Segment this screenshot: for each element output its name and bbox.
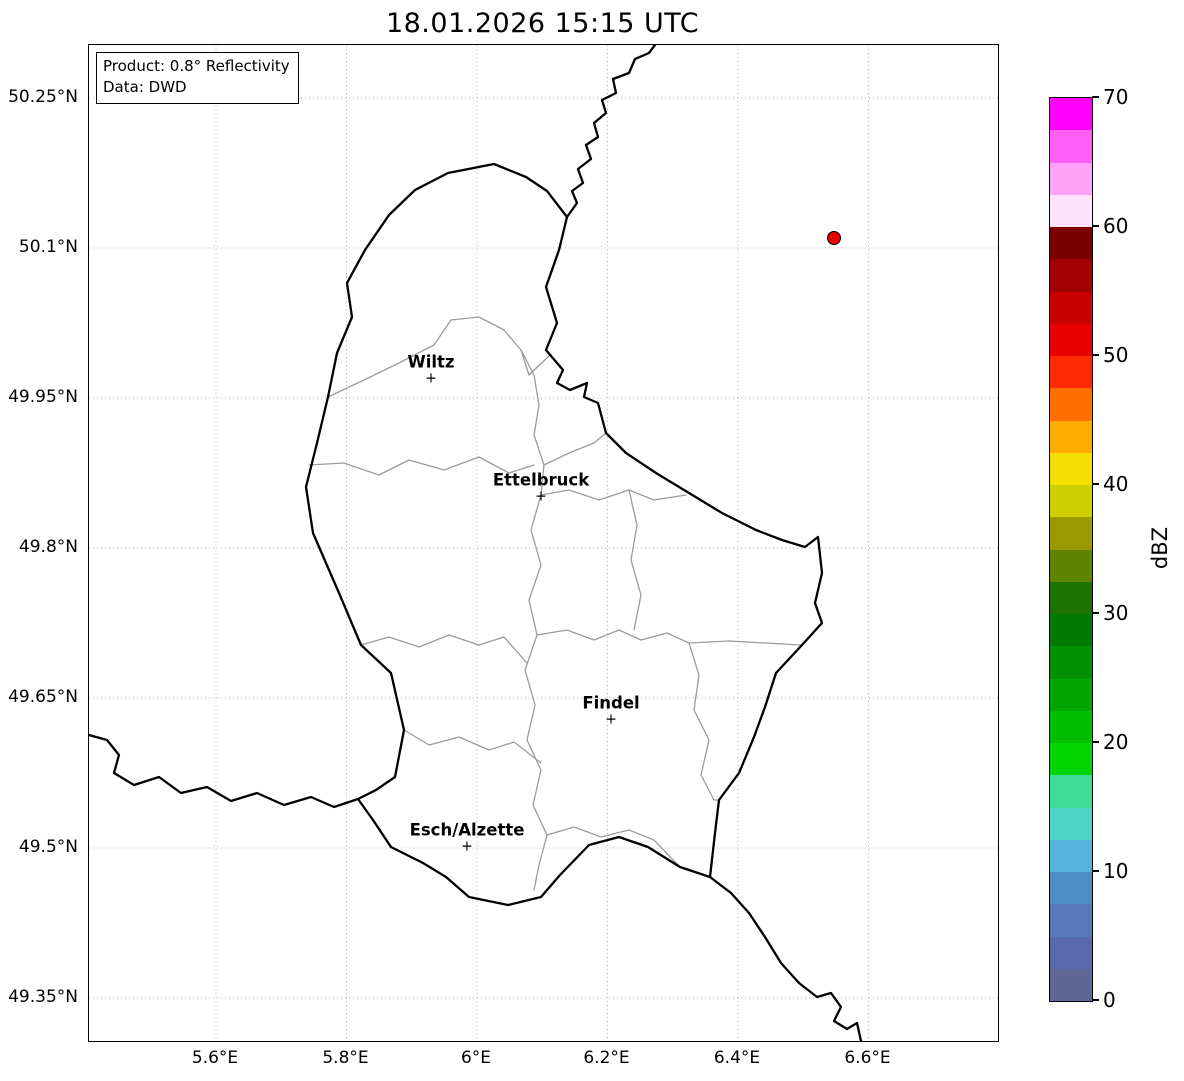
canton-border: [403, 729, 542, 764]
colorbar-band: [1050, 420, 1092, 453]
colorbar-tick-label: 70: [1103, 85, 1129, 109]
colorbar-band: [1050, 581, 1092, 614]
colorbar-band: [1050, 710, 1092, 743]
colorbar-tick-mark: [1092, 612, 1099, 614]
canton-border: [327, 316, 551, 398]
city-marker: +: [535, 488, 547, 505]
colorbar-band: [1050, 678, 1092, 711]
map-plot: + Wiltz + Ettelbruck + Findel + Esch/Alzette Pr…: [88, 44, 999, 1042]
colorbar-band: [1050, 549, 1092, 582]
point-markers: [827, 231, 841, 245]
colorbar-tick-mark: [1092, 483, 1099, 485]
x-tick-label: 6.2°E: [583, 1048, 630, 1068]
product-line: Product: 0.8° Reflectivity: [103, 57, 290, 75]
colorbar-band: [1050, 839, 1092, 872]
colorbar-band: [1050, 227, 1092, 260]
colorbar-tick-label: 0: [1103, 988, 1116, 1012]
colorbar-tick-mark: [1092, 96, 1099, 98]
colorbar-band: [1050, 98, 1092, 131]
colorbar-band: [1050, 743, 1092, 776]
colorbar-band: [1050, 452, 1092, 485]
y-tick-label: 49.35°N: [8, 987, 78, 1007]
colorbar-band: [1050, 194, 1092, 227]
colorbar-tick-label: 60: [1103, 214, 1129, 238]
city-label: Findel: [582, 693, 640, 713]
borders: [89, 45, 863, 1041]
canton-border: [546, 826, 681, 868]
colorbar-band: [1050, 775, 1092, 808]
city-marker: +: [461, 838, 473, 855]
colorbar-band: [1050, 485, 1092, 518]
y-tick-label: 50.25°N: [8, 87, 78, 107]
data-source-line: Data: DWD: [103, 78, 187, 97]
colorbar-band: [1050, 614, 1092, 647]
colorbar-tick-mark: [1092, 225, 1099, 227]
colorbar-unit-label: dBZ: [1148, 526, 1172, 570]
canton-border: [536, 629, 801, 646]
x-tick-label: 5.8°E: [322, 1048, 369, 1068]
canton-border: [628, 489, 642, 631]
y-tick-label: 49.65°N: [8, 687, 78, 707]
y-tick-label: 49.8°N: [18, 537, 78, 557]
belgium-germany-border: [565, 45, 657, 219]
colorbar-band: [1050, 872, 1092, 905]
colorbar-band: [1050, 517, 1092, 550]
canton-border: [543, 432, 607, 466]
radar-site-marker: [827, 231, 841, 245]
colorbar-band: [1050, 388, 1092, 421]
canton-border: [360, 634, 528, 664]
colorbar-tick-mark: [1092, 354, 1099, 356]
france-germany-moselle-border: [708, 875, 863, 1041]
canton-border: [308, 456, 535, 476]
colorbar-tick-mark: [1092, 999, 1099, 1001]
y-tick-label: 49.95°N: [8, 387, 78, 407]
y-tick-label: 50.1°N: [18, 237, 78, 257]
colorbar-band: [1050, 323, 1092, 356]
canton-borders: [308, 316, 801, 891]
colorbar-band: [1050, 356, 1092, 389]
colorbar-band: [1050, 646, 1092, 679]
city-label: Esch/Alzette: [409, 820, 525, 840]
colorbar-tick-mark: [1092, 741, 1099, 743]
x-tick-label: 6.4°E: [713, 1048, 761, 1068]
colorbar-tick-label: 20: [1103, 730, 1129, 754]
colorbar-band: [1050, 130, 1092, 163]
colorbar-band: [1050, 259, 1092, 292]
x-tick-label: 6°E: [460, 1048, 492, 1068]
colorbar-tick-label: 50: [1103, 343, 1129, 367]
x-tick-label: 5.6°E: [191, 1048, 239, 1068]
city-label: Ettelbruck: [492, 470, 590, 490]
y-tick-label: 49.5°N: [18, 837, 78, 857]
canton-border: [688, 642, 720, 801]
canton-border: [540, 489, 687, 501]
colorbar-band: [1050, 904, 1092, 937]
city-label: Wiltz: [407, 352, 455, 372]
france-belgium-border: [89, 733, 360, 809]
colorbar-tick-label: 10: [1103, 859, 1129, 883]
colorbar: [1049, 97, 1093, 1002]
colorbar-tick-label: 40: [1103, 472, 1129, 496]
colorbar-tick-label: 30: [1103, 601, 1129, 625]
figure-title: 18.01.2026 15:15 UTC: [385, 8, 700, 39]
canton-border: [520, 349, 545, 496]
city-marker: +: [605, 711, 617, 728]
colorbar-band: [1050, 968, 1092, 1001]
luxembourg-country-border: [304, 162, 824, 907]
city-labels-layer: + Wiltz + Ettelbruck + Findel + Esch/Alzette: [89, 45, 998, 1041]
colorbar-band: [1050, 936, 1092, 969]
x-tick-label: 6.6°E: [844, 1048, 891, 1068]
colorbar-band: [1050, 291, 1092, 324]
colorbar-band: [1050, 162, 1092, 195]
map-canvas: [89, 45, 998, 1041]
product-info-box: Product: 0.8° Reflectivity Data: DWD: [96, 52, 299, 104]
city-marker: +: [425, 370, 437, 387]
colorbar-band: [1050, 807, 1092, 840]
colorbar-tick-mark: [1092, 870, 1099, 872]
